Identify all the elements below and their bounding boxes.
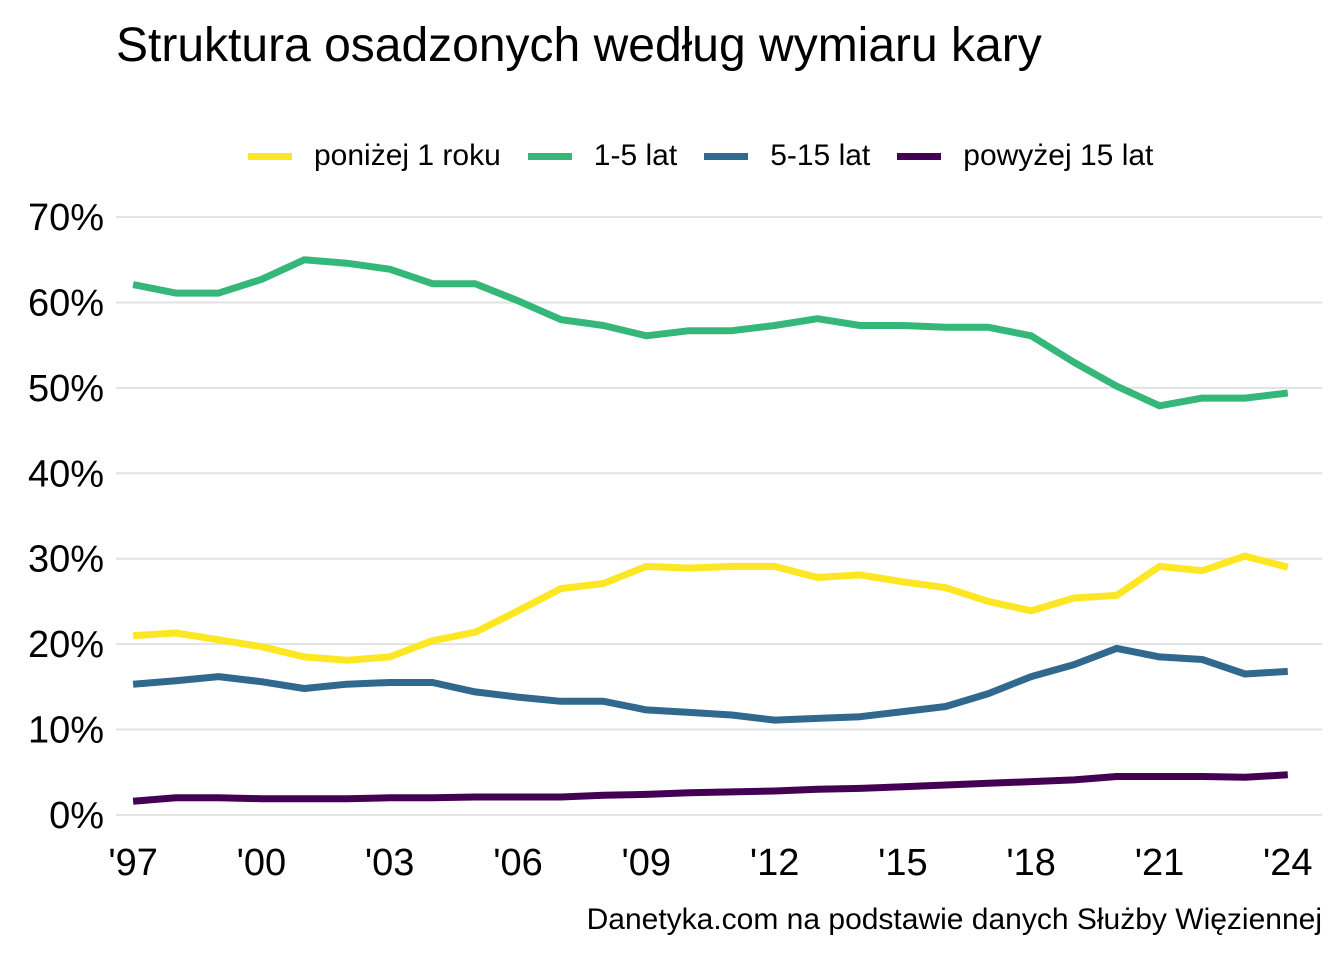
y-tick-label: 0% xyxy=(49,795,104,837)
legend-label: powyżej 15 lat xyxy=(963,139,1154,172)
x-tick-label: '03 xyxy=(365,842,415,884)
x-tick-label: '97 xyxy=(108,842,158,884)
series-line-powy-ej-15-lat xyxy=(132,771,1289,805)
x-tick-label: '24 xyxy=(1263,842,1313,884)
y-axis: 0% 10% 20% 30% 40% 50% 60% 70% xyxy=(28,197,104,837)
x-tick-label: '00 xyxy=(237,842,287,884)
legend-label: poniżej 1 roku xyxy=(314,139,501,172)
y-tick-label: 70% xyxy=(28,197,104,239)
series-line-5-15-lat xyxy=(132,644,1289,724)
legend-swatch xyxy=(704,152,749,160)
y-tick-label: 10% xyxy=(28,710,104,752)
chart-title: Struktura osadzonych według wymiaru kary xyxy=(116,19,1042,72)
series-lines xyxy=(132,256,1289,805)
x-tick-label: '15 xyxy=(878,842,928,884)
source-caption: Danetyka.com na podstawie danych Służby … xyxy=(586,903,1322,936)
y-tick-label: 30% xyxy=(28,539,104,581)
x-tick-label: '06 xyxy=(493,842,543,884)
x-tick-label: '12 xyxy=(750,842,800,884)
x-tick-label: '18 xyxy=(1006,842,1056,884)
legend-item-powyzej-15-lat: powyżej 15 lat xyxy=(897,136,1153,176)
legend-item-ponizej-1-roku: poniżej 1 roku xyxy=(248,136,501,176)
legend-label: 5-15 lat xyxy=(770,139,871,172)
legend: poniżej 1 roku 1-5 lat 5-15 lat powyżej … xyxy=(248,136,1180,176)
x-axis: '97 '00 '03 '06 '09 '12 '15 '18 '21 '24 xyxy=(108,842,1312,884)
legend-item-5-15-lat: 5-15 lat xyxy=(704,136,870,176)
legend-swatch xyxy=(527,152,572,160)
x-tick-label: '09 xyxy=(622,842,672,884)
series-line-poni-ej-1-roku xyxy=(132,552,1289,664)
series-line-1-5-lat xyxy=(132,256,1289,410)
legend-label: 1-5 lat xyxy=(593,139,678,172)
gridlines xyxy=(116,216,1322,816)
y-tick-label: 60% xyxy=(28,282,104,324)
x-tick-label: '21 xyxy=(1135,842,1185,884)
y-tick-label: 20% xyxy=(28,624,104,666)
legend-swatch xyxy=(248,152,292,160)
legend-item-1-5-lat: 1-5 lat xyxy=(527,136,678,176)
legend-swatch xyxy=(897,152,942,160)
y-tick-label: 50% xyxy=(28,368,104,410)
y-tick-label: 40% xyxy=(28,453,104,495)
